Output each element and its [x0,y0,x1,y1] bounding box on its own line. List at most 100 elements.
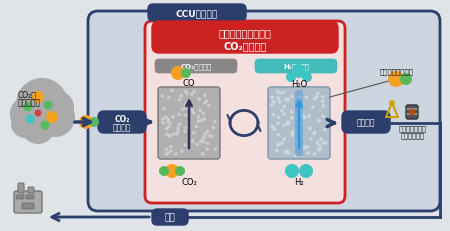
Circle shape [282,113,286,117]
Circle shape [192,90,196,94]
Circle shape [282,91,286,95]
Text: CO₂還元反応: CO₂還元反応 [180,64,212,70]
Circle shape [284,150,287,154]
Circle shape [292,65,306,79]
Circle shape [195,143,199,146]
FancyBboxPatch shape [18,183,24,193]
Text: 化学品・燃料: 化学品・燃料 [401,131,425,138]
Circle shape [321,115,325,119]
Circle shape [46,112,58,123]
Circle shape [293,154,297,158]
Circle shape [21,110,55,144]
Circle shape [202,136,205,140]
Circle shape [213,121,216,124]
Circle shape [290,134,294,137]
Circle shape [42,92,74,123]
Circle shape [171,116,175,119]
Circle shape [166,119,170,122]
Circle shape [270,125,274,129]
Circle shape [167,125,171,129]
Circle shape [181,69,191,79]
Circle shape [286,73,296,83]
Circle shape [307,115,311,118]
FancyBboxPatch shape [22,203,34,209]
Circle shape [313,131,316,135]
Text: CO: CO [183,79,195,88]
Circle shape [192,131,195,135]
Circle shape [315,141,319,145]
Circle shape [277,133,280,137]
Circle shape [214,148,217,151]
Circle shape [79,116,93,129]
Circle shape [276,143,279,147]
FancyBboxPatch shape [28,187,34,193]
Circle shape [272,128,276,131]
Circle shape [287,152,291,155]
Circle shape [287,98,290,102]
Circle shape [32,92,44,103]
Circle shape [303,116,306,119]
Circle shape [316,92,320,96]
Circle shape [198,109,202,113]
Circle shape [318,145,322,148]
Circle shape [26,115,35,124]
Circle shape [178,123,181,127]
FancyBboxPatch shape [152,22,338,54]
Circle shape [185,126,189,130]
Circle shape [212,126,215,130]
Circle shape [302,73,312,83]
Circle shape [321,100,324,103]
Text: H₂: H₂ [294,178,304,187]
Circle shape [300,113,304,117]
Circle shape [190,109,194,112]
Circle shape [283,105,286,109]
Circle shape [295,140,299,144]
Circle shape [176,130,180,134]
Circle shape [174,152,178,156]
Circle shape [306,146,309,149]
Circle shape [295,105,298,109]
Circle shape [206,130,209,134]
FancyBboxPatch shape [390,102,394,106]
Circle shape [202,140,205,144]
Circle shape [290,117,294,120]
FancyBboxPatch shape [255,60,337,74]
Circle shape [198,98,201,102]
FancyBboxPatch shape [88,12,440,211]
Text: 酸素キャリア粒子: 酸素キャリア粒子 [380,68,414,75]
FancyBboxPatch shape [16,195,24,199]
Text: 含む排ガス: 含む排ガス [18,98,41,107]
Circle shape [303,146,306,150]
Text: 利用: 利用 [165,213,176,222]
Circle shape [285,123,289,126]
Circle shape [177,113,181,117]
Circle shape [280,142,284,145]
Circle shape [312,132,316,136]
Circle shape [206,148,209,151]
Circle shape [176,132,179,136]
Circle shape [323,128,327,132]
Circle shape [299,164,313,178]
Circle shape [35,97,75,137]
Circle shape [168,122,172,125]
Circle shape [200,119,203,123]
Circle shape [16,79,68,131]
Circle shape [298,109,302,113]
Circle shape [203,133,207,136]
FancyBboxPatch shape [406,113,418,116]
Circle shape [388,72,404,88]
FancyBboxPatch shape [148,5,246,22]
Circle shape [282,124,286,127]
Circle shape [303,146,307,149]
Circle shape [169,150,172,153]
Circle shape [308,127,312,131]
Circle shape [184,104,188,107]
Circle shape [181,108,184,111]
Circle shape [280,109,284,113]
Circle shape [206,142,209,145]
Circle shape [202,118,206,121]
Circle shape [184,130,187,134]
FancyBboxPatch shape [268,88,330,159]
Circle shape [180,94,183,98]
Circle shape [319,148,323,151]
